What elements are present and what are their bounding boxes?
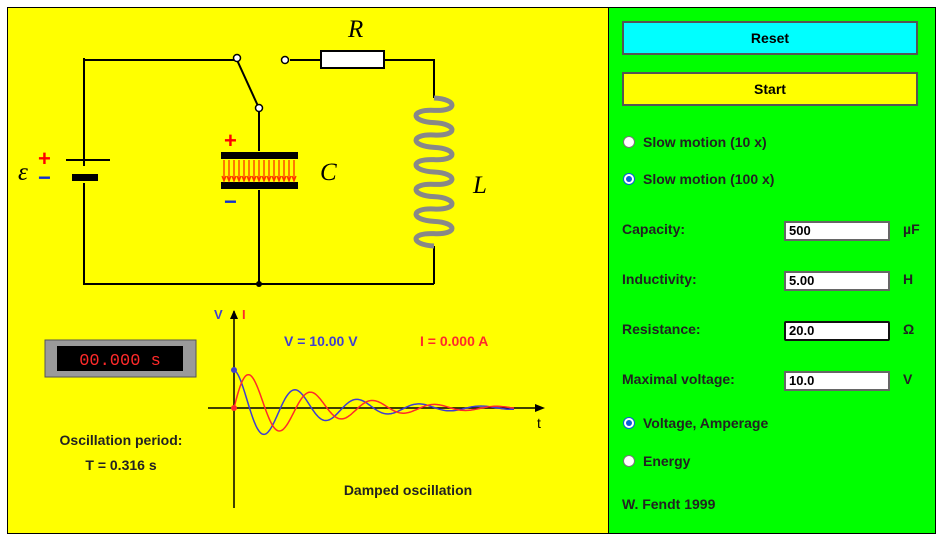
- inductivity-label: Inductivity:: [622, 271, 697, 287]
- i-axis-label: I: [242, 307, 246, 322]
- voltage-curve: [233, 369, 514, 436]
- mode-energy-label: Energy: [643, 453, 691, 469]
- capacitor-plus-sign: +: [224, 128, 237, 153]
- battery-symbol: [66, 159, 110, 181]
- inductivity-input[interactable]: 5.00: [784, 271, 890, 291]
- current-readout: I = 0.000 A: [420, 333, 488, 349]
- t-axis-label: t: [537, 415, 541, 431]
- capacity-input[interactable]: 500: [784, 221, 890, 241]
- period-label: Oscillation period:: [60, 432, 183, 448]
- slow-motion-10-label: Slow motion (10 x): [643, 134, 767, 150]
- resistance-label: Resistance:: [622, 321, 701, 337]
- slow-motion-10-option[interactable]: Slow motion (10 x): [623, 134, 767, 150]
- author-credit: W. Fendt 1999: [622, 496, 716, 512]
- capacitor-symbol: [221, 152, 298, 189]
- capacity-unit: µF: [903, 221, 920, 237]
- voltage-marker: [231, 367, 237, 373]
- emf-label: ε: [18, 159, 28, 186]
- max-voltage-label: Maximal voltage:: [622, 371, 735, 387]
- timer-display: 00.000 s: [44, 339, 197, 378]
- current-curve: [233, 373, 515, 432]
- start-button[interactable]: Start: [622, 72, 918, 106]
- circuit-and-graph: R C L ε + − + − 00.000 s Oscillation per…: [18, 16, 545, 508]
- inductivity-unit: H: [903, 271, 914, 287]
- switch[interactable]: [232, 53, 290, 113]
- timer-value: 00.000 s: [79, 352, 161, 371]
- max-voltage-unit: V: [903, 371, 913, 387]
- app-window: R C L ε + − + − 00.000 s Oscillation per…: [7, 7, 936, 534]
- simulation-canvas: R C L ε + − + − 00.000 s Oscillation per…: [8, 8, 609, 533]
- mode-voltage-label: Voltage, Amperage: [643, 415, 769, 431]
- mode-voltage-option[interactable]: Voltage, Amperage: [623, 415, 768, 431]
- max-voltage-input[interactable]: 10.0: [784, 371, 890, 391]
- junction-dot: [256, 281, 262, 287]
- circuit-wires: [83, 58, 435, 285]
- battery-minus-sign: −: [38, 165, 51, 190]
- slow-motion-100-radio[interactable]: [623, 173, 635, 185]
- resistance-unit: Ω: [903, 321, 915, 337]
- control-panel: Reset Start Slow motion (10 x) Slow moti…: [609, 8, 935, 533]
- current-marker: [231, 405, 237, 411]
- resistor-label: R: [347, 16, 363, 43]
- resistor-symbol: [320, 50, 385, 69]
- capacitor-label: C: [320, 159, 337, 186]
- voltage-readout: V = 10.00 V: [284, 333, 358, 349]
- inductor-symbol: [413, 95, 455, 249]
- mode-energy-option[interactable]: Energy: [623, 453, 690, 469]
- slow-motion-100-option[interactable]: Slow motion (100 x): [623, 171, 774, 187]
- battery-plus-sign: +: [38, 146, 51, 171]
- inductor-label: L: [472, 172, 487, 199]
- t-axis-arrow: [535, 404, 545, 412]
- mode-voltage-radio[interactable]: [623, 417, 635, 429]
- capacitor-minus-sign: −: [224, 189, 237, 214]
- slow-motion-10-radio[interactable]: [623, 136, 635, 148]
- period-value: T = 0.316 s: [85, 457, 156, 473]
- slow-motion-100-label: Slow motion (100 x): [643, 171, 775, 187]
- resistance-input[interactable]: 20.0: [784, 321, 890, 341]
- v-axis-label: V: [214, 307, 223, 322]
- graph-caption: Damped oscillation: [344, 482, 472, 498]
- capacity-label: Capacity:: [622, 221, 686, 237]
- reset-button[interactable]: Reset: [622, 21, 918, 55]
- mode-energy-radio[interactable]: [623, 455, 635, 467]
- v-axis-arrow: [230, 310, 238, 319]
